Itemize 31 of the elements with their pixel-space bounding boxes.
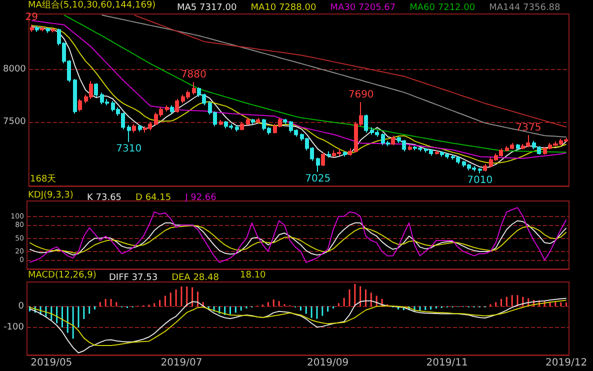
text: DIFF 37.53 xyxy=(109,273,158,283)
chart-title: MA组合(5,10,30,60,144,169) xyxy=(28,0,156,10)
y-tick-label: 7500 xyxy=(3,117,26,128)
chart-title: MACD(12,26,9) xyxy=(28,270,96,280)
annotation: 29 xyxy=(25,12,38,24)
annotation: 7310 xyxy=(116,143,142,154)
text: DEA 28.48 xyxy=(172,273,220,283)
annotation: 7880 xyxy=(180,70,206,81)
text: D 64.15 xyxy=(136,193,172,203)
text: K 73.65 xyxy=(87,193,122,203)
annotation: 7375 xyxy=(516,122,542,134)
y-tick-label: 0 xyxy=(18,301,24,312)
annotation: 168天 xyxy=(30,174,56,184)
x-tick-label: 2019/12 xyxy=(546,358,588,368)
annotation: 7025 xyxy=(305,173,331,184)
x-tick-label: 2019/11 xyxy=(426,358,468,368)
x-tick-label: 2019/09 xyxy=(307,358,349,368)
text: MA5 7317.00 xyxy=(177,3,237,13)
text: 18.10 xyxy=(240,270,266,280)
annotation: 7690 xyxy=(348,90,374,101)
x-tick-label: 2019/07 xyxy=(160,358,202,368)
annotation: 7010 xyxy=(467,174,493,186)
x-tick-label: 2019/05 xyxy=(30,358,72,368)
chart-title: KDJ(9,3,3) xyxy=(28,190,74,200)
text: MA30 7205.67 xyxy=(330,3,396,13)
y-tick-label: 8000 xyxy=(3,64,26,75)
text: J 92.66 xyxy=(184,193,217,203)
text: MA10 7288.00 xyxy=(250,3,316,13)
text: MA144 7356.88 xyxy=(489,3,561,13)
text: MA60 7212.00 xyxy=(410,3,476,13)
y-tick-label: -100 xyxy=(4,322,24,332)
